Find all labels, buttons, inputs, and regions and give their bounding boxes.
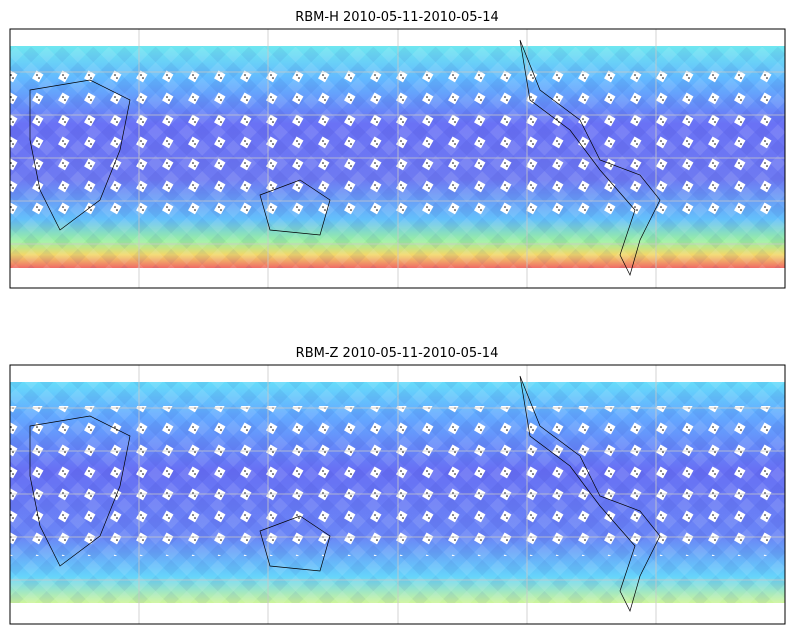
- coastline: [29, 79, 131, 231]
- panel-h: RBM-H 2010-05-11-2010-05-14: [9, 10, 786, 289]
- markers: [10, 70, 785, 220]
- coastline: [519, 375, 661, 612]
- coastline: [259, 515, 331, 572]
- grid: [10, 365, 785, 624]
- frame: [9, 364, 786, 625]
- panel-title: RBM-H 2010-05-11-2010-05-14: [295, 10, 499, 25]
- markers: [10, 406, 785, 556]
- coastline: [29, 415, 131, 567]
- panel-z: RBM-Z 2010-05-11-2010-05-14: [9, 346, 786, 625]
- coastline: [259, 179, 331, 236]
- coastline: [519, 39, 661, 276]
- frame: [9, 28, 786, 289]
- panel-title: RBM-Z 2010-05-11-2010-05-14: [296, 346, 499, 361]
- grid: [10, 29, 785, 288]
